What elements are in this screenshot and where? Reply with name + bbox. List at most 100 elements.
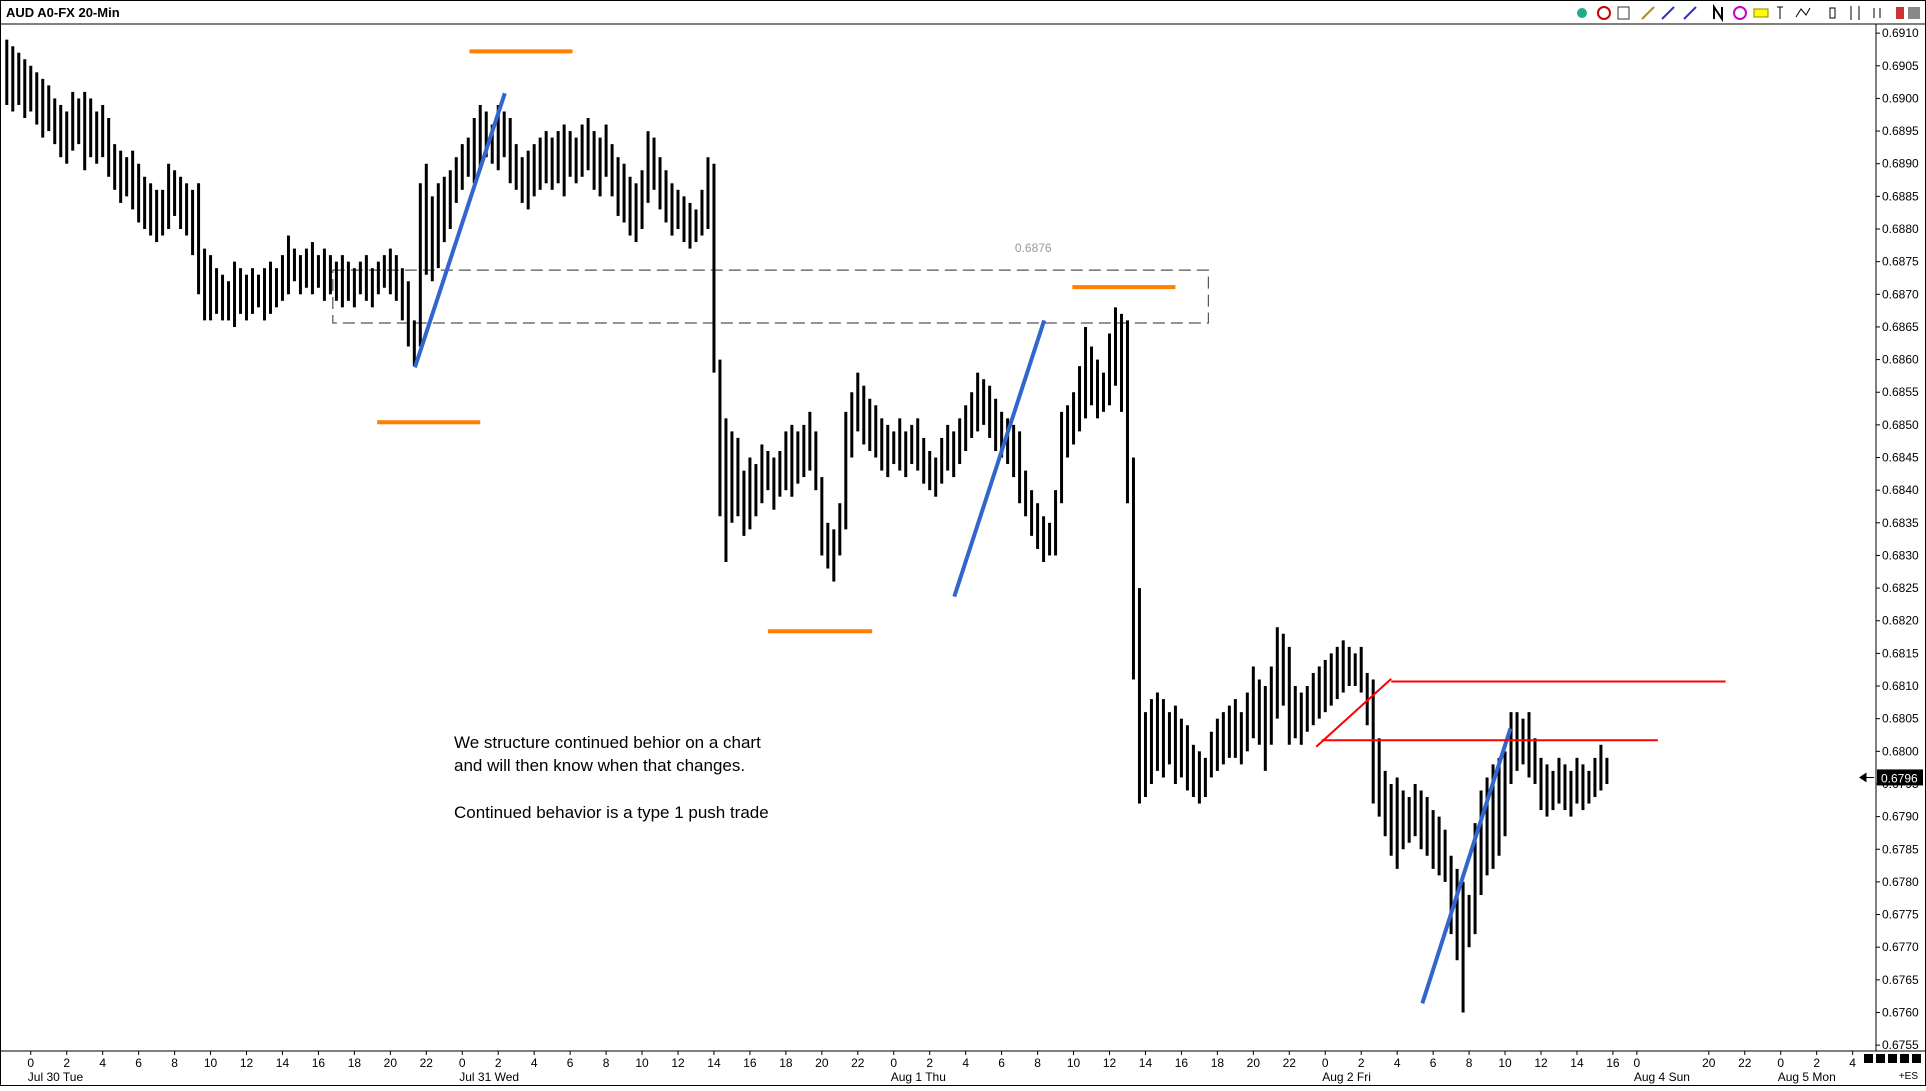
date-label: Aug 4 Sun bbox=[1634, 1070, 1690, 1084]
y-tick-label: 0.6855 bbox=[1882, 385, 1919, 399]
scroll-box[interactable] bbox=[1876, 1054, 1885, 1063]
y-tick-label: 0.6880 bbox=[1882, 222, 1919, 236]
scroll-box[interactable] bbox=[1888, 1054, 1897, 1063]
tool-icon[interactable] bbox=[1753, 8, 1769, 18]
drawn-line bbox=[1420, 727, 1513, 1004]
y-tick-label: 0.6870 bbox=[1882, 287, 1919, 301]
x-tick-label: 20 bbox=[815, 1056, 829, 1070]
tool-icon[interactable] bbox=[1713, 3, 1723, 23]
x-tick-label: 22 bbox=[1738, 1056, 1752, 1070]
y-tick-label: 0.6845 bbox=[1882, 451, 1919, 465]
y-tick-label: 0.6785 bbox=[1882, 842, 1919, 856]
scroll-box[interactable] bbox=[1912, 1054, 1921, 1063]
x-tick-label: 20 bbox=[1247, 1056, 1261, 1070]
y-tick-label: 0.6805 bbox=[1882, 712, 1919, 726]
x-tick-label: 2 bbox=[495, 1056, 502, 1070]
annotation: We structure continued behior on a chart bbox=[454, 733, 761, 752]
y-tick-label: 0.6790 bbox=[1882, 810, 1919, 824]
y-tick-label: 0.6900 bbox=[1882, 91, 1919, 105]
tool-icon[interactable] bbox=[1850, 6, 1860, 20]
x-tick-label: 4 bbox=[531, 1056, 538, 1070]
x-tick-label: 8 bbox=[1466, 1056, 1473, 1070]
x-tick-label: 8 bbox=[603, 1056, 610, 1070]
last-price-arrow bbox=[1859, 772, 1874, 783]
x-tick-label: 16 bbox=[743, 1056, 757, 1070]
tool-icon[interactable] bbox=[1683, 6, 1697, 20]
toolbar bbox=[1577, 3, 1920, 23]
y-tick-label: 0.6910 bbox=[1882, 26, 1919, 40]
y-tick-label: 0.6755 bbox=[1882, 1038, 1919, 1052]
y-tick-label: 0.6780 bbox=[1882, 875, 1919, 889]
drawn-line bbox=[952, 319, 1047, 598]
tool-icon[interactable] bbox=[1641, 6, 1655, 20]
x-tick-label: 2 bbox=[63, 1056, 70, 1070]
x-tick-label: 22 bbox=[420, 1056, 434, 1070]
tool-icon[interactable] bbox=[1829, 7, 1836, 19]
y-tick-label: 0.6875 bbox=[1882, 255, 1919, 269]
date-label: Jul 30 Tue bbox=[28, 1070, 84, 1084]
x-tick-label: 12 bbox=[240, 1056, 254, 1070]
x-tick-label: 14 bbox=[707, 1056, 721, 1070]
date-label: Jul 31 Wed bbox=[459, 1070, 519, 1084]
drawn-line bbox=[1315, 678, 1392, 748]
date-label: Aug 1 Thu bbox=[891, 1070, 946, 1084]
tool-icon[interactable] bbox=[1908, 7, 1920, 19]
date-label: Aug 5 Mon bbox=[1778, 1070, 1836, 1084]
scroll-box[interactable] bbox=[1900, 1054, 1909, 1063]
tool-icon[interactable] bbox=[1617, 6, 1630, 20]
x-tick-label: 0 bbox=[459, 1056, 466, 1070]
x-tick-label: 8 bbox=[1034, 1056, 1041, 1070]
range-box bbox=[332, 269, 1209, 324]
x-tick-label: 16 bbox=[312, 1056, 326, 1070]
x-tick-label: 0 bbox=[1322, 1056, 1329, 1070]
y-tick-label: 0.6890 bbox=[1882, 157, 1919, 171]
x-tick-label: 18 bbox=[1211, 1056, 1225, 1070]
x-tick-label: 4 bbox=[962, 1056, 969, 1070]
x-tick-label: 12 bbox=[1103, 1056, 1117, 1070]
x-tick-label: 6 bbox=[567, 1056, 574, 1070]
tool-icon[interactable] bbox=[1577, 8, 1587, 18]
scroll-box[interactable] bbox=[1864, 1054, 1873, 1063]
y-tick-label: 0.6865 bbox=[1882, 320, 1919, 334]
x-tick-label: 20 bbox=[1702, 1056, 1716, 1070]
x-tick-label: 0 bbox=[1634, 1056, 1641, 1070]
x-tick-label: 14 bbox=[276, 1056, 290, 1070]
tool-icon[interactable] bbox=[1733, 6, 1747, 20]
y-tick-label: 0.6840 bbox=[1882, 483, 1919, 497]
y-tick-label: 0.6775 bbox=[1882, 908, 1919, 922]
x-tick-label: 6 bbox=[1430, 1056, 1437, 1070]
x-tick-label: 6 bbox=[135, 1056, 142, 1070]
y-tick-label: 0.6860 bbox=[1882, 353, 1919, 367]
tool-icon[interactable] bbox=[1661, 6, 1675, 20]
y-tick-label: 0.6835 bbox=[1882, 516, 1919, 530]
x-tick-label: 16 bbox=[1175, 1056, 1189, 1070]
tool-icon[interactable] bbox=[1873, 8, 1881, 18]
x-tick-label: 16 bbox=[1606, 1056, 1620, 1070]
y-tick-label: 0.6760 bbox=[1882, 1005, 1919, 1019]
x-tick-label: 10 bbox=[204, 1056, 218, 1070]
x-tick-label: 4 bbox=[99, 1056, 106, 1070]
y-tick-label: 0.6905 bbox=[1882, 59, 1919, 73]
y-tick-label: 0.6895 bbox=[1882, 124, 1919, 138]
x-tick-label: 10 bbox=[1067, 1056, 1081, 1070]
x-tick-label: 0 bbox=[27, 1056, 34, 1070]
x-tick-label: 14 bbox=[1139, 1056, 1153, 1070]
tool-icon[interactable] bbox=[1777, 6, 1783, 19]
tool-icon[interactable] bbox=[1896, 7, 1904, 19]
x-tick-label: 10 bbox=[635, 1056, 649, 1070]
tool-icon[interactable] bbox=[1597, 6, 1611, 20]
y-tick-label: 0.6770 bbox=[1882, 940, 1919, 954]
x-tick-label: 22 bbox=[1283, 1056, 1297, 1070]
scroll-boxes bbox=[1864, 1054, 1921, 1063]
x-tick-label: 18 bbox=[779, 1056, 793, 1070]
x-tick-label: 0 bbox=[890, 1056, 897, 1070]
corner-label: +ES bbox=[1899, 1071, 1919, 1082]
tool-icon[interactable] bbox=[1795, 7, 1811, 18]
drawn-line bbox=[413, 92, 507, 369]
y-tick-label: 0.6765 bbox=[1882, 973, 1919, 987]
date-label: Aug 2 Fri bbox=[1322, 1070, 1371, 1084]
x-tick-label: 4 bbox=[1849, 1056, 1856, 1070]
